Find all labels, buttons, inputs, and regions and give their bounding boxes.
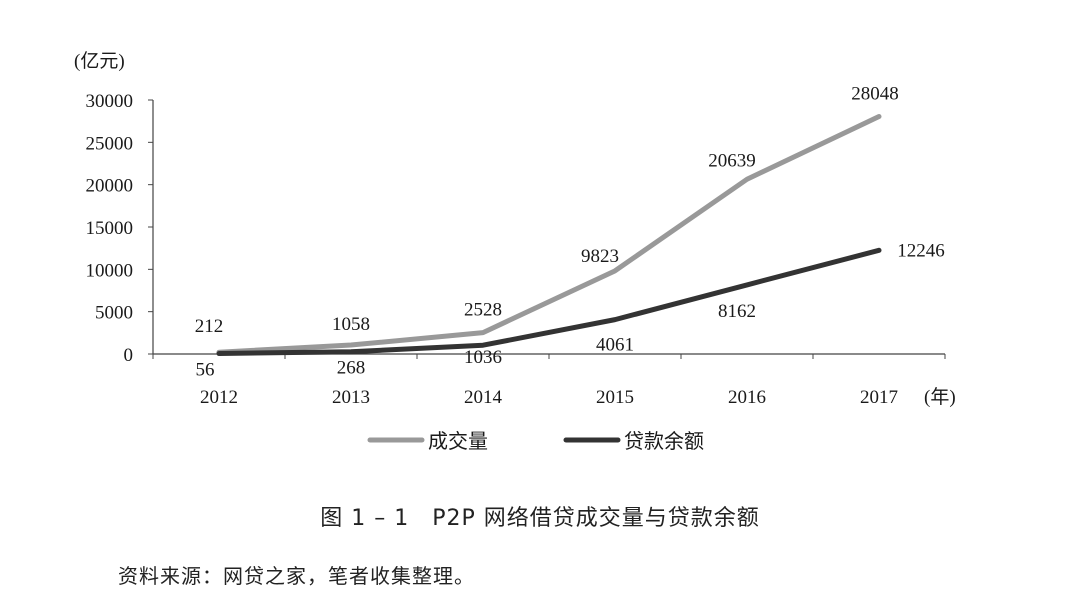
legend-label-0: 成交量 <box>428 429 488 453</box>
data-label: 12246 <box>897 240 945 261</box>
chart-axes: 0 5000 10000 15000 20000 25000 30000 2012 2013 20… <box>74 50 956 408</box>
y-tick-label: 0 <box>124 345 134 366</box>
y-tick-label: 20000 <box>86 176 134 197</box>
y-tick-label: 10000 <box>86 260 134 281</box>
y-tick-label: 5000 <box>95 303 133 324</box>
data-label: 20639 <box>708 150 756 171</box>
x-tick-label: 2014 <box>464 387 503 408</box>
legend-label-1: 贷款余额 <box>624 429 704 453</box>
x-tick-label: 2015 <box>596 387 634 408</box>
series-line-0 <box>216 114 882 355</box>
data-label: 212 <box>195 316 224 337</box>
data-label: 268 <box>337 358 366 379</box>
data-label: 56 <box>196 360 215 381</box>
x-tick-label: 2012 <box>200 387 238 408</box>
x-tick-label: 2016 <box>728 387 766 408</box>
y-tick-label: 30000 <box>86 91 134 112</box>
data-label: 1036 <box>464 347 502 368</box>
chart-series <box>216 114 882 357</box>
y-tick-label: 25000 <box>86 133 134 154</box>
y-unit-label: (亿元) <box>74 50 125 72</box>
figure-caption: 图 1 – 1 P2P 网络借贷成交量与贷款余额 <box>320 506 760 531</box>
source-note: 资料来源：网贷之家，笔者收集整理。 <box>118 564 475 588</box>
data-label: 2528 <box>464 300 502 321</box>
data-label: 28048 <box>851 84 899 105</box>
x-tick-label: 2013 <box>332 387 370 408</box>
chart-legend: 成交量 贷款余额 <box>367 429 704 453</box>
data-label: 1058 <box>332 314 370 335</box>
data-label: 8162 <box>718 301 756 322</box>
data-label: 9823 <box>581 246 619 267</box>
data-label: 4061 <box>596 335 634 356</box>
line-chart: 0 5000 10000 15000 20000 25000 30000 2012 2013 20… <box>74 50 956 453</box>
series-line-1 <box>216 247 882 357</box>
x-tick-label: 2017 <box>860 387 898 408</box>
chart-labels: 212 1058 2528 9823 20639 28048 56 268 1036 4061 81… <box>195 84 945 381</box>
x-unit-label: (年) <box>924 386 956 408</box>
y-tick-label: 15000 <box>86 218 134 239</box>
